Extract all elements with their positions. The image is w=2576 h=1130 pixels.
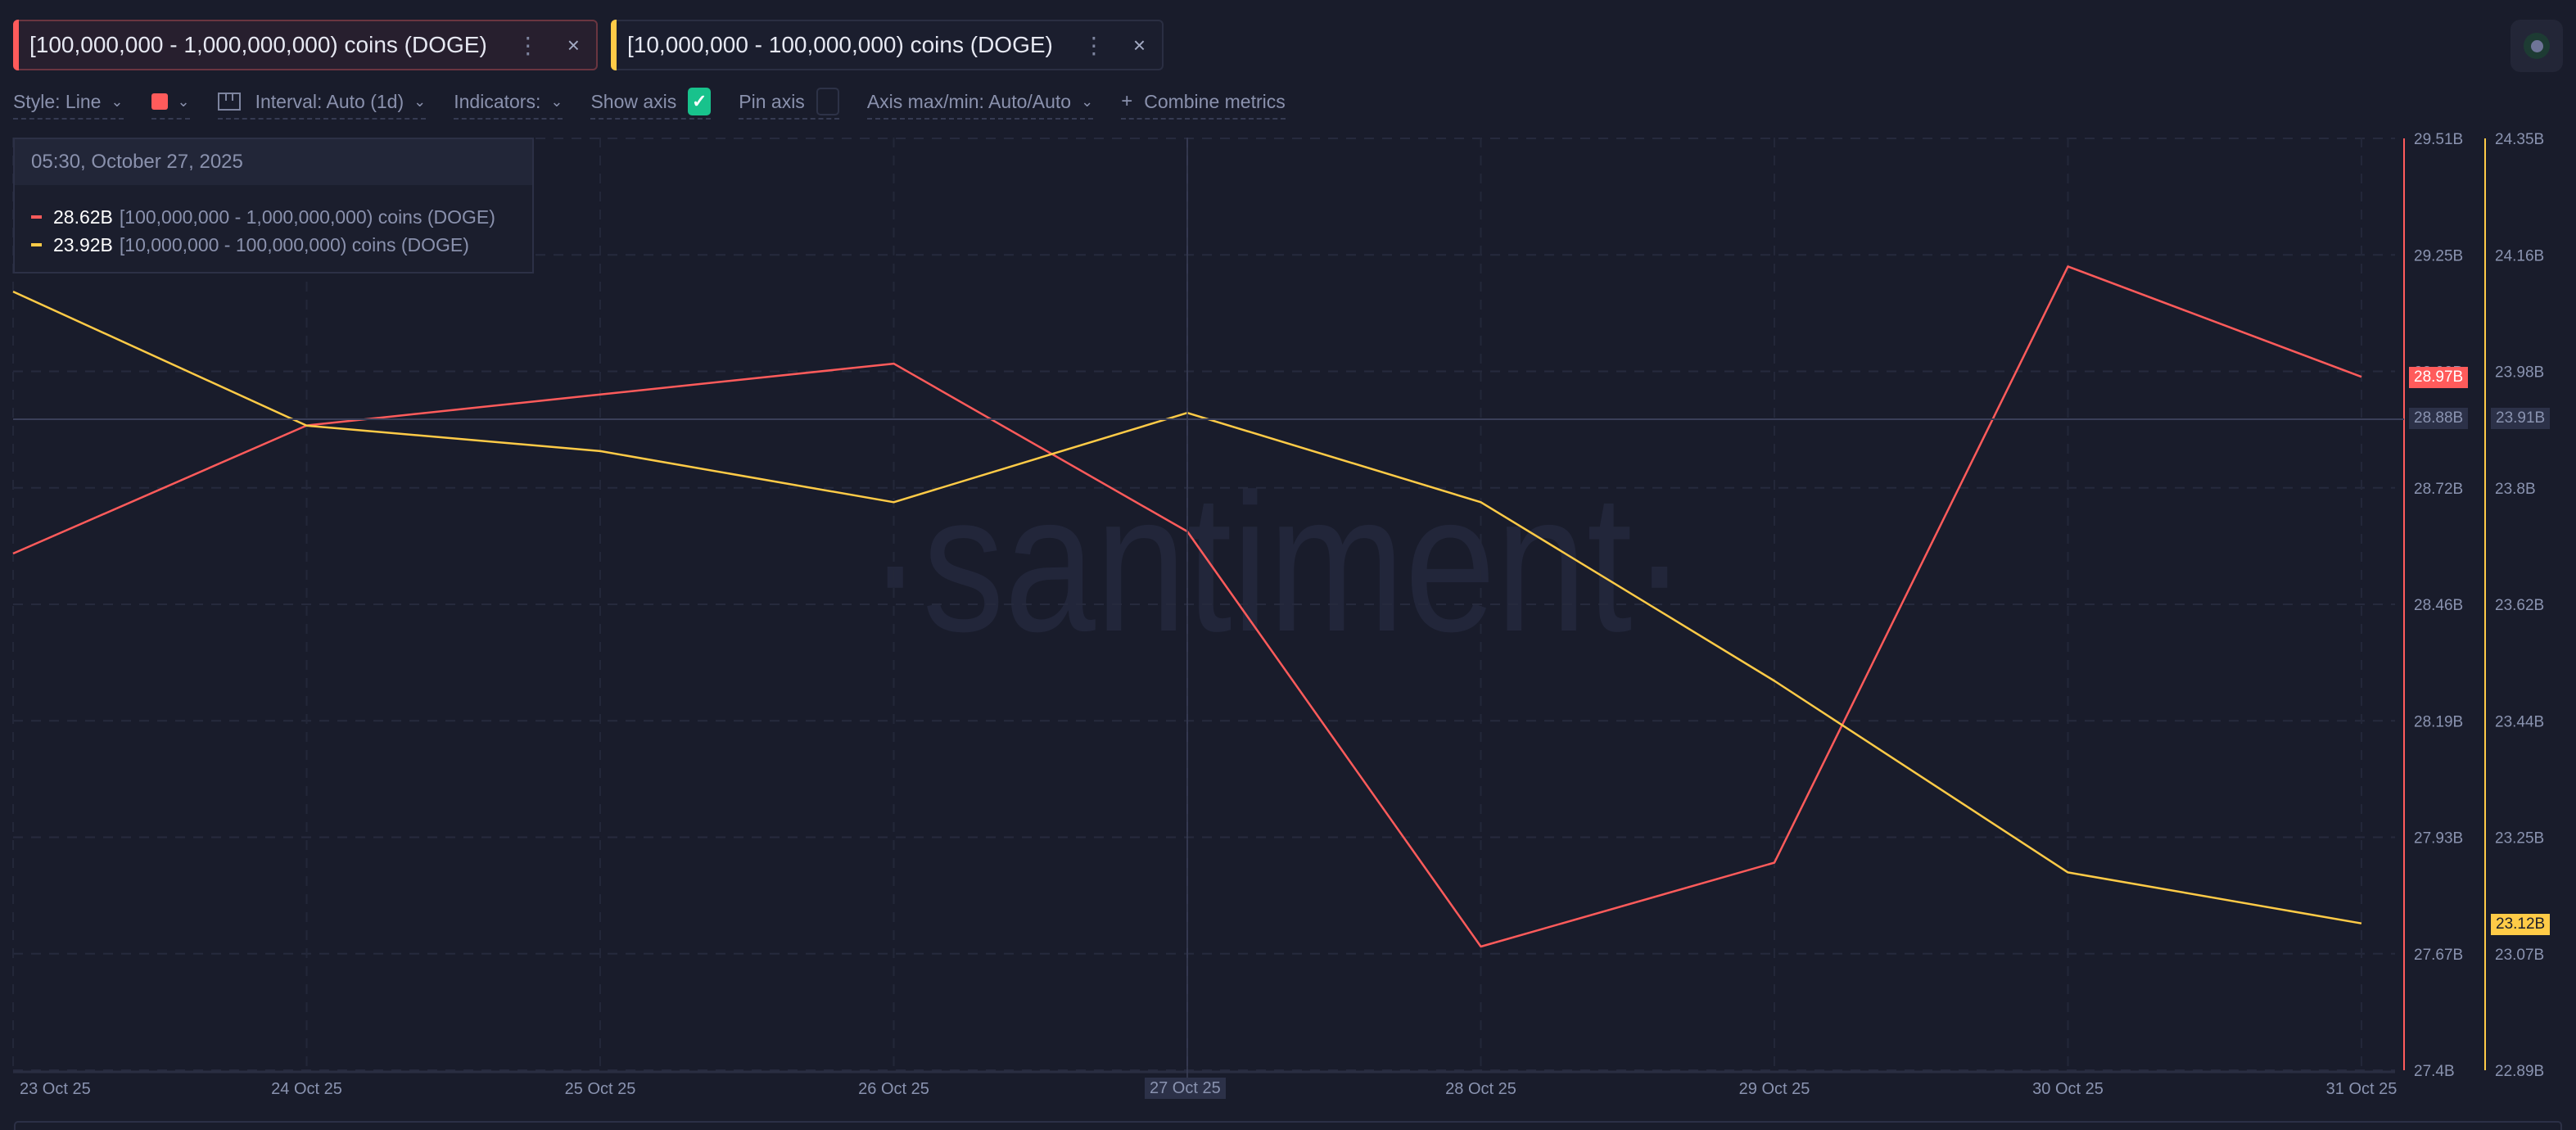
x-tick-label: 28 Oct 25 [1445, 1080, 1516, 1098]
series-color-marker [31, 243, 42, 246]
more-vertical-icon[interactable]: ⋮ [1082, 32, 1105, 58]
tooltip-row: 23.92B [10,000,000 - 100,000,000) coins … [31, 231, 532, 259]
show-axis-label: Show axis [590, 90, 677, 112]
y-tick-label: 28.46B [2414, 597, 2463, 614]
pin-axis-checkbox[interactable] [816, 88, 839, 115]
axis-maxmin-label: Axis max/min: Auto/Auto [866, 90, 1072, 112]
x-tick-label: 25 Oct 25 [565, 1080, 636, 1098]
y-tick-label: 23.98B [2495, 364, 2544, 382]
more-vertical-icon[interactable]: ⋮ [516, 32, 540, 58]
yellow-last-value-badge: 23.12B [2491, 914, 2551, 935]
y-tick-label: 23.44B [2495, 713, 2544, 730]
chart-grid [12, 138, 2395, 1071]
style-dropdown[interactable]: Style: Line ⌄ [13, 85, 124, 120]
axis-maxmin-dropdown[interactable]: Axis max/min: Auto/Auto ⌄ [866, 85, 1094, 120]
style-label: Style: Line [13, 90, 102, 112]
y-tick-label: 23.8B [2495, 481, 2536, 498]
y-tick-label: 28.72B [2414, 481, 2463, 498]
metric-tabs: [100,000,000 - 1,000,000,000) coins (DOG… [13, 20, 1164, 70]
indicators-label: Indicators: [454, 90, 541, 112]
indicators-dropdown[interactable]: Indicators: ⌄ [454, 85, 563, 120]
x-cursor-badge: 27 Oct 25 [1145, 1078, 1226, 1099]
x-tick-label: 23 Oct 25 [20, 1080, 91, 1098]
y-tick-label: 27.67B [2414, 947, 2463, 964]
chevron-down-icon: ⌄ [550, 93, 563, 110]
y-tick-label: 23.62B [2495, 597, 2544, 614]
tooltip-value: 23.92B [53, 233, 113, 255]
tooltip-datetime: 05:30, October 27, 2025 [15, 139, 532, 185]
status-toggle-button[interactable] [2510, 20, 2563, 72]
combine-metrics-button[interactable]: + Combine metrics [1121, 85, 1286, 120]
range-navigator[interactable] [14, 1121, 2562, 1130]
y-tick-label: 24.35B [2495, 131, 2544, 148]
color-swatch [151, 93, 168, 110]
y-tick-label: 24.16B [2495, 247, 2544, 264]
combine-metrics-label: Combine metrics [1144, 90, 1286, 112]
x-tick-label: 30 Oct 25 [2032, 1080, 2104, 1098]
chevron-down-icon: ⌄ [414, 93, 427, 110]
y-tick-label: 27.93B [2414, 830, 2463, 848]
y-tick-label: 28.19B [2414, 713, 2463, 730]
color-dropdown[interactable]: ⌄ [151, 85, 190, 120]
y-tick-label: 23.25B [2495, 830, 2544, 848]
close-icon[interactable]: × [567, 32, 580, 57]
yellow-cursor-value-badge: 23.91B [2491, 408, 2551, 429]
metric-color-indicator [13, 20, 19, 70]
santiment-watermark: ·santiment· [868, 453, 1687, 672]
metric-tab-100m-1b[interactable]: [100,000,000 - 1,000,000,000) coins (DOG… [13, 20, 598, 70]
metric-settings-toolbar: Style: Line ⌄ ⌄ Interval: Auto (1d) ⌄ In… [13, 85, 1313, 120]
metric-tab-10m-100m[interactable]: [10,000,000 - 100,000,000) coins (DOGE) … [610, 20, 1164, 70]
y-tick-label: 29.25B [2414, 247, 2463, 264]
x-tick-label: 31 Oct 25 [2326, 1080, 2397, 1098]
x-tick-label: 24 Oct 25 [271, 1080, 342, 1098]
interval-dropdown[interactable]: Interval: Auto (1d) ⌄ [217, 85, 427, 120]
series-color-marker [31, 215, 42, 219]
chevron-down-icon: ⌄ [1081, 93, 1094, 110]
show-axis-checkbox[interactable]: ✓ [688, 88, 712, 115]
status-ring-icon [2524, 33, 2550, 59]
tooltip-series-name: [100,000,000 - 1,000,000,000) coins (DOG… [119, 206, 495, 228]
show-axis-toggle[interactable]: Show axis ✓ [590, 85, 712, 120]
close-icon[interactable]: × [1132, 32, 1146, 57]
red-last-value-badge: 28.97B [2409, 367, 2469, 388]
pin-axis-label: Pin axis [739, 90, 805, 112]
metric-tab-label: [10,000,000 - 100,000,000) coins (DOGE) [626, 32, 1053, 57]
x-tick-label: 26 Oct 25 [858, 1080, 929, 1098]
y-tick-label: 22.89B [2495, 1063, 2544, 1080]
tooltip-value: 28.62B [53, 206, 113, 228]
interval-ruler-icon [217, 93, 241, 111]
pin-axis-toggle[interactable]: Pin axis [739, 85, 839, 120]
chart-axes: 23 Oct 25 24 Oct 25 25 Oct 25 26 Oct 25 27 O… [13, 131, 2544, 1098]
y-tick-label: 23.07B [2495, 947, 2544, 964]
tooltip-row: 28.62B [100,000,000 - 1,000,000,000) coi… [31, 203, 532, 231]
metric-tab-label: [100,000,000 - 1,000,000,000) coins (DOG… [29, 32, 487, 57]
x-tick-label: 29 Oct 25 [1739, 1080, 1810, 1098]
red-cursor-value-badge: 28.88B [2409, 408, 2469, 429]
data-tooltip: 05:30, October 27, 2025 28.62B [100,000,… [13, 138, 534, 273]
y-tick-label: 27.4B [2414, 1063, 2455, 1080]
metric-color-indicator [610, 20, 617, 70]
interval-label: Interval: Auto (1d) [255, 90, 404, 112]
chevron-down-icon: ⌄ [177, 93, 190, 110]
tooltip-series-name: [10,000,000 - 100,000,000) coins (DOGE) [119, 233, 469, 255]
y-tick-label: 29.51B [2414, 131, 2463, 148]
chevron-down-icon: ⌄ [111, 93, 124, 110]
plus-icon: + [1121, 90, 1133, 112]
